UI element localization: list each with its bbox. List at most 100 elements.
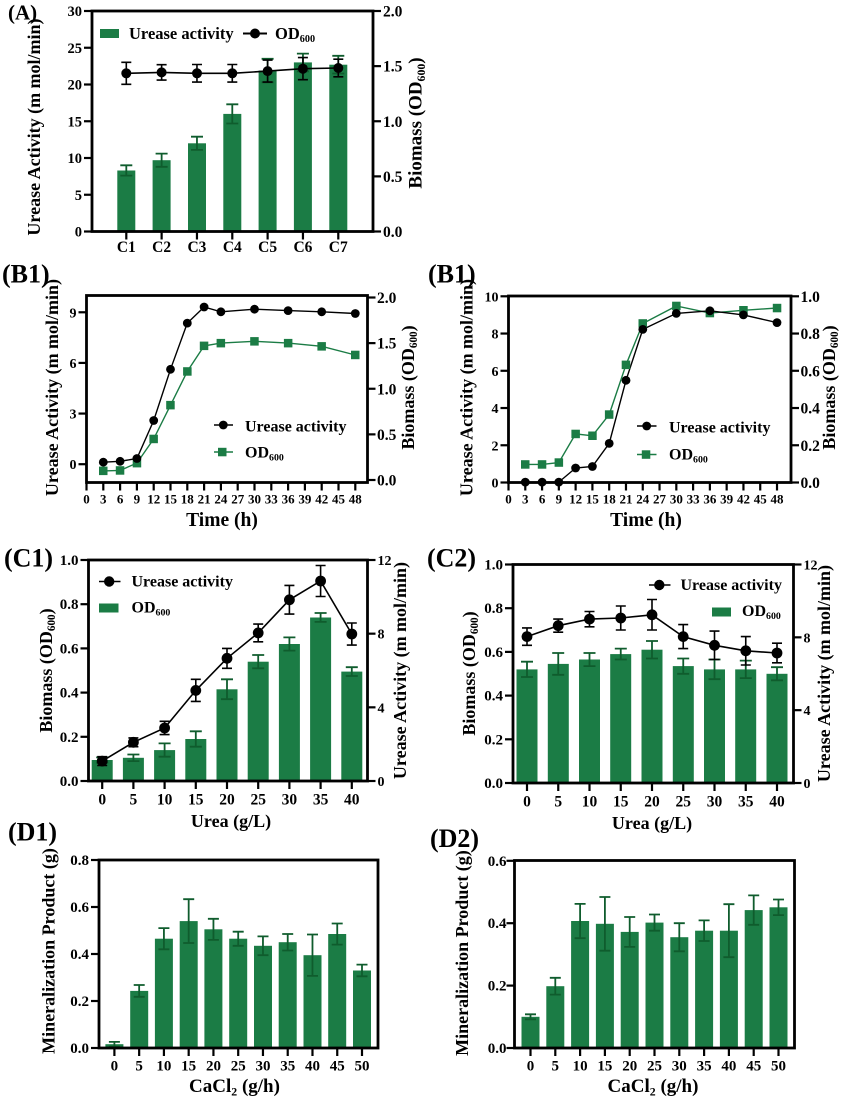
svg-text:Urease activity: Urease activity	[669, 420, 770, 437]
svg-text:C1: C1	[117, 239, 136, 256]
svg-text:30: 30	[255, 1059, 270, 1075]
svg-text:50: 50	[355, 1059, 370, 1075]
svg-text:33: 33	[687, 492, 701, 507]
svg-text:1.0: 1.0	[484, 558, 503, 574]
svg-text:30: 30	[670, 492, 683, 507]
svg-text:0: 0	[378, 775, 385, 790]
svg-text:30: 30	[248, 492, 261, 507]
svg-text:4: 4	[804, 704, 811, 719]
svg-text:35: 35	[280, 1059, 295, 1075]
svg-text:0.4: 0.4	[488, 916, 507, 932]
svg-text:C7: C7	[329, 239, 348, 256]
svg-text:35: 35	[697, 1059, 712, 1075]
svg-text:45: 45	[330, 1059, 345, 1075]
svg-text:Time (h): Time (h)	[610, 510, 682, 531]
svg-text:0: 0	[492, 477, 499, 492]
svg-text:5: 5	[135, 1059, 143, 1075]
svg-text:24: 24	[636, 492, 650, 507]
svg-text:Biomass (OD600): Biomass (OD600)	[398, 325, 420, 449]
svg-text:9: 9	[134, 492, 141, 507]
svg-text:CaCl2 (g/h): CaCl2 (g/h)	[189, 1076, 280, 1098]
svg-text:3: 3	[100, 492, 107, 507]
svg-text:15: 15	[613, 794, 629, 811]
svg-text:18: 18	[181, 492, 195, 507]
svg-text:0.6: 0.6	[488, 854, 507, 870]
svg-text:36: 36	[282, 492, 296, 507]
svg-text:48: 48	[771, 492, 785, 507]
svg-text:0: 0	[527, 1059, 535, 1075]
svg-text:2: 2	[492, 439, 499, 454]
svg-text:35: 35	[738, 794, 754, 811]
svg-text:C2: C2	[152, 239, 171, 256]
svg-text:(C2): (C2)	[427, 544, 476, 573]
svg-text:Urease activity: Urease activity	[129, 24, 234, 43]
svg-text:0.4: 0.4	[484, 689, 503, 705]
svg-text:30: 30	[672, 1059, 687, 1075]
svg-text:45: 45	[746, 1059, 761, 1075]
svg-text:0.4: 0.4	[60, 686, 79, 702]
svg-text:CaCl2 (g/h): CaCl2 (g/h)	[608, 1076, 699, 1098]
svg-text:42: 42	[315, 492, 328, 507]
svg-text:Time (h): Time (h)	[186, 510, 258, 531]
svg-text:Urea (g/L): Urea (g/L)	[191, 811, 271, 832]
svg-text:10: 10	[485, 290, 499, 305]
svg-text:10: 10	[156, 1059, 171, 1075]
svg-text:15: 15	[164, 492, 178, 507]
svg-text:0.2: 0.2	[70, 994, 89, 1010]
svg-text:0.0: 0.0	[484, 776, 503, 792]
svg-text:Biomass (OD600): Biomass (OD600)	[459, 611, 481, 735]
svg-text:9: 9	[70, 306, 77, 321]
svg-text:15: 15	[597, 1059, 612, 1075]
svg-text:(C1): (C1)	[4, 544, 53, 573]
svg-text:33: 33	[265, 492, 279, 507]
svg-text:C3: C3	[187, 239, 206, 256]
svg-text:40: 40	[344, 792, 360, 809]
svg-text:30: 30	[68, 4, 83, 20]
svg-text:(A): (A)	[8, 1, 37, 25]
svg-text:20: 20	[68, 78, 83, 94]
svg-text:20: 20	[644, 794, 660, 811]
svg-text:42: 42	[737, 492, 750, 507]
svg-text:25: 25	[231, 1059, 246, 1075]
svg-text:25: 25	[68, 41, 83, 57]
svg-text:Urease activity: Urease activity	[245, 419, 346, 436]
svg-text:3: 3	[522, 492, 529, 507]
svg-text:0.5: 0.5	[383, 169, 403, 186]
svg-text:21: 21	[198, 492, 211, 507]
svg-text:5: 5	[552, 1059, 560, 1075]
svg-text:0.0: 0.0	[60, 774, 79, 790]
svg-text:Urease Activity (m mol/min): Urease Activity (m mol/min)	[42, 279, 63, 496]
svg-text:50: 50	[771, 1059, 786, 1075]
svg-text:0.0: 0.0	[383, 224, 403, 241]
svg-text:24: 24	[214, 492, 228, 507]
svg-text:0: 0	[83, 492, 90, 507]
svg-text:39: 39	[720, 492, 734, 507]
svg-text:2.0: 2.0	[377, 290, 397, 307]
svg-text:3: 3	[70, 408, 77, 423]
svg-text:25: 25	[676, 794, 692, 811]
svg-text:10: 10	[582, 794, 598, 811]
svg-text:39: 39	[298, 492, 312, 507]
svg-text:Mineralization Product (g): Mineralization Product (g)	[452, 850, 473, 1056]
svg-text:0: 0	[98, 792, 106, 809]
svg-text:18: 18	[603, 492, 617, 507]
svg-text:6: 6	[117, 492, 124, 507]
svg-text:12: 12	[378, 554, 392, 569]
svg-text:0.6: 0.6	[60, 641, 79, 657]
svg-text:12: 12	[569, 492, 582, 507]
svg-text:0.8: 0.8	[60, 597, 79, 613]
svg-text:30: 30	[707, 794, 723, 811]
svg-text:0.2: 0.2	[488, 979, 507, 995]
svg-text:(B1): (B1)	[428, 260, 476, 289]
svg-text:45: 45	[332, 492, 346, 507]
svg-text:40: 40	[721, 1059, 736, 1075]
svg-text:Urease Activity (m mol/min): Urease Activity (m mol/min)	[24, 18, 45, 235]
svg-text:5: 5	[75, 188, 82, 204]
svg-text:15: 15	[68, 114, 83, 130]
svg-text:12: 12	[804, 559, 818, 574]
svg-text:36: 36	[703, 492, 717, 507]
svg-text:Biomass (OD600): Biomass (OD600)	[406, 57, 428, 188]
svg-text:15: 15	[181, 1059, 196, 1075]
svg-text:48: 48	[349, 492, 363, 507]
svg-text:1.0: 1.0	[60, 553, 79, 569]
